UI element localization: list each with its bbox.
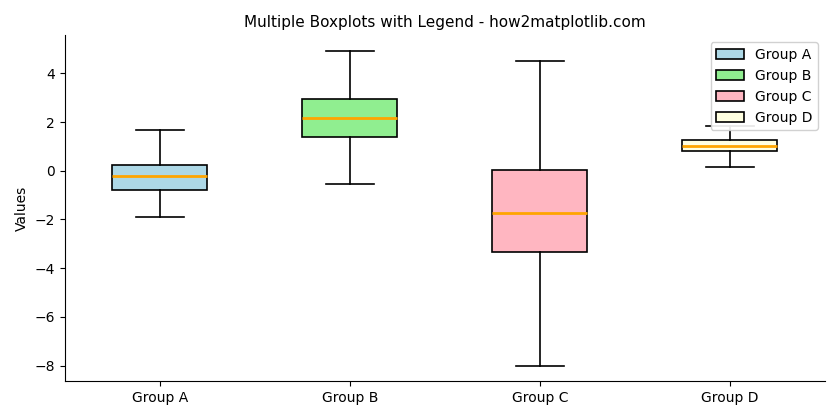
PathPatch shape — [302, 99, 397, 137]
Title: Multiple Boxplots with Legend - how2matplotlib.com: Multiple Boxplots with Legend - how2matp… — [244, 15, 646, 30]
Legend: Group A, Group B, Group C, Group D: Group A, Group B, Group C, Group D — [711, 42, 818, 130]
Y-axis label: Values: Values — [15, 186, 29, 231]
PathPatch shape — [492, 170, 587, 252]
PathPatch shape — [682, 140, 778, 151]
PathPatch shape — [113, 165, 207, 190]
